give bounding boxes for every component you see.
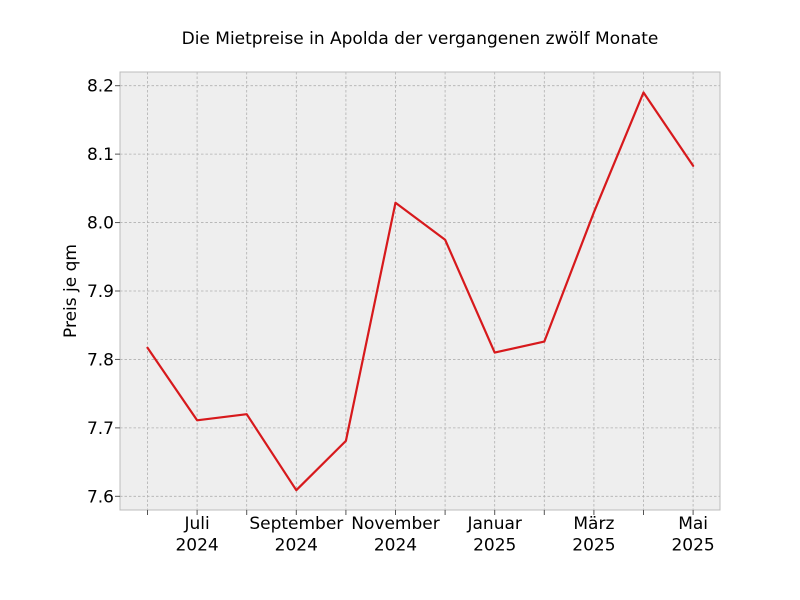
y-tick-label: 7.7 <box>87 419 114 439</box>
y-tick-label: 8.0 <box>87 214 114 234</box>
chart-title: Die Mietpreise in Apolda der vergangenen… <box>182 29 659 49</box>
ticks-layer: 7.6 7.7 7.8 7.9 8.0 8.1 8.2 Juli 2024 September 20… <box>87 77 715 556</box>
x-tick-label: März 2025 <box>572 514 615 556</box>
y-tick-label: 8.1 <box>87 145 114 165</box>
x-tick-label: September 2024 <box>249 514 343 556</box>
y-tick-label: 7.6 <box>87 487 114 507</box>
x-tick-label: November 2024 <box>351 514 439 556</box>
y-tick-label: 7.9 <box>87 282 114 302</box>
x-tick-label: Juli 2024 <box>175 514 218 556</box>
y-tick-label: 7.8 <box>87 350 114 370</box>
x-tick-label: Mai 2025 <box>671 514 714 556</box>
series-layer <box>146 91 695 492</box>
y-tick-label: 8.2 <box>87 77 114 97</box>
y-axis-label: Preis je qm <box>61 244 81 338</box>
grid-layer <box>120 72 720 510</box>
x-tick-label: Januar 2025 <box>467 514 522 556</box>
series-line <box>146 91 695 492</box>
